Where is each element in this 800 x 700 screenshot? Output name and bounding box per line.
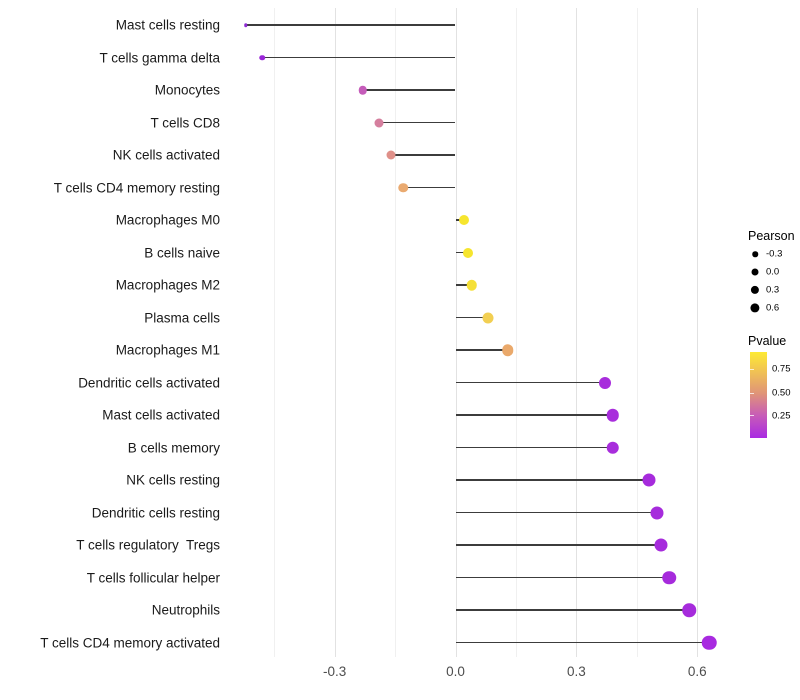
y-axis-label: Plasma cells	[144, 310, 220, 325]
y-axis-label: Monocytes	[154, 82, 220, 98]
lollipop-dot	[650, 506, 664, 519]
lollipop-dot	[462, 247, 473, 258]
colorbar-tick	[750, 392, 754, 394]
y-axis-label: NK cells activated	[112, 147, 220, 163]
lollipop-stem	[455, 544, 662, 546]
lollipop-dot	[702, 635, 717, 650]
lollipop-stem	[378, 121, 456, 124]
y-axis-label: T cells CD8	[150, 115, 220, 130]
legend-size-title: Pearson	[748, 229, 795, 243]
lollipop-dot	[606, 441, 619, 454]
gridline-major	[334, 8, 336, 657]
lollipop-dot	[358, 85, 368, 95]
lollipop-dot	[458, 215, 469, 225]
legend-color-label: 0.50	[772, 387, 791, 399]
y-axis-label: Macrophages M2	[115, 277, 220, 293]
lollipop-stem	[455, 446, 613, 449]
colorbar-tick	[750, 368, 754, 370]
legend-color-label: 0.75	[772, 363, 791, 375]
lollipop-dot	[259, 54, 265, 61]
colorbar-tick	[750, 415, 754, 417]
gridline-minor	[274, 8, 276, 657]
legend-size-label: 0.6	[766, 302, 780, 314]
legend-size-dot	[752, 251, 758, 257]
y-axis-label: Dendritic cells resting	[91, 505, 220, 520]
lollipop-dot	[662, 570, 676, 585]
lollipop-stem	[455, 349, 508, 351]
legend-size-dot	[750, 285, 760, 295]
lollipop-dot	[682, 603, 696, 617]
lollipop-dot	[466, 279, 477, 291]
gridline-minor	[515, 8, 517, 657]
lollipop-stem	[455, 414, 613, 416]
lollipop-dot	[398, 182, 408, 193]
legend-color-title: Pvalue	[748, 334, 787, 348]
lollipop-dot	[482, 312, 494, 323]
y-axis-label: T cells regulatory Tregs	[76, 537, 220, 553]
lollipop-dot	[386, 150, 396, 160]
y-axis-label: Macrophages M0	[115, 212, 220, 228]
lollipop-stem	[403, 186, 456, 189]
y-axis-label: Mast cells activated	[102, 407, 220, 423]
legend-size-label: -0.3	[766, 248, 783, 260]
lollipop-stem	[262, 56, 456, 59]
y-axis-label: T cells CD4 memory resting	[53, 180, 220, 195]
lollipop-stem	[245, 24, 456, 26]
gridline-minor	[636, 8, 638, 657]
lollipop-dot	[598, 376, 611, 389]
legend-color-label: 0.25	[772, 410, 791, 422]
gridline-major	[576, 8, 578, 657]
y-axis-label: T cells CD4 memory activated	[40, 635, 220, 650]
legend-size-label: 0.3	[766, 284, 780, 296]
y-axis-label: T cells gamma delta	[99, 50, 220, 65]
lollipop-dot	[374, 118, 384, 127]
lollipop-stem	[455, 576, 670, 579]
y-axis-label: Dendritic cells activated	[78, 375, 220, 390]
lollipop-dot	[642, 473, 656, 487]
pvalue-colorbar	[750, 352, 767, 438]
legend-size-dot	[751, 268, 759, 276]
lollipop-stem	[455, 511, 657, 514]
lollipop-stem	[455, 251, 468, 254]
lollipop-dot	[502, 344, 514, 356]
y-axis-label: NK cells resting	[126, 472, 220, 488]
gridline-major	[697, 8, 699, 657]
lollipop-stem	[455, 479, 649, 481]
y-axis-label: T cells follicular helper	[86, 570, 220, 585]
y-axis-label: Neutrophils	[151, 602, 220, 618]
lollipop-dot	[606, 408, 619, 422]
y-axis-label: B cells memory	[127, 440, 220, 455]
lollipop-stem	[455, 284, 472, 286]
y-axis-label: Mast cells resting	[115, 17, 220, 33]
x-axis-tick-label: -0.3	[322, 664, 347, 679]
lollipop-stem	[362, 89, 456, 91]
x-axis-tick-label: 0.0	[446, 664, 465, 679]
lollipop-stem	[455, 381, 605, 384]
x-axis-tick-label: 0.6	[687, 664, 707, 679]
gridline-minor	[395, 8, 397, 657]
gridline-major	[455, 8, 457, 657]
y-axis-label: B cells naive	[144, 245, 220, 260]
lollipop-dot	[244, 23, 248, 27]
legend-size-label: 0.0	[766, 266, 780, 278]
lollipop-stem	[391, 154, 456, 156]
y-axis-label: Macrophages M1	[115, 342, 220, 358]
lollipop-stem	[455, 641, 710, 644]
lollipop-stem	[455, 609, 690, 611]
legend-size-dot	[750, 303, 760, 313]
lollipop-dot	[654, 538, 668, 552]
lollipop-stem	[455, 316, 488, 319]
x-axis-tick-label: 0.3	[567, 664, 586, 679]
